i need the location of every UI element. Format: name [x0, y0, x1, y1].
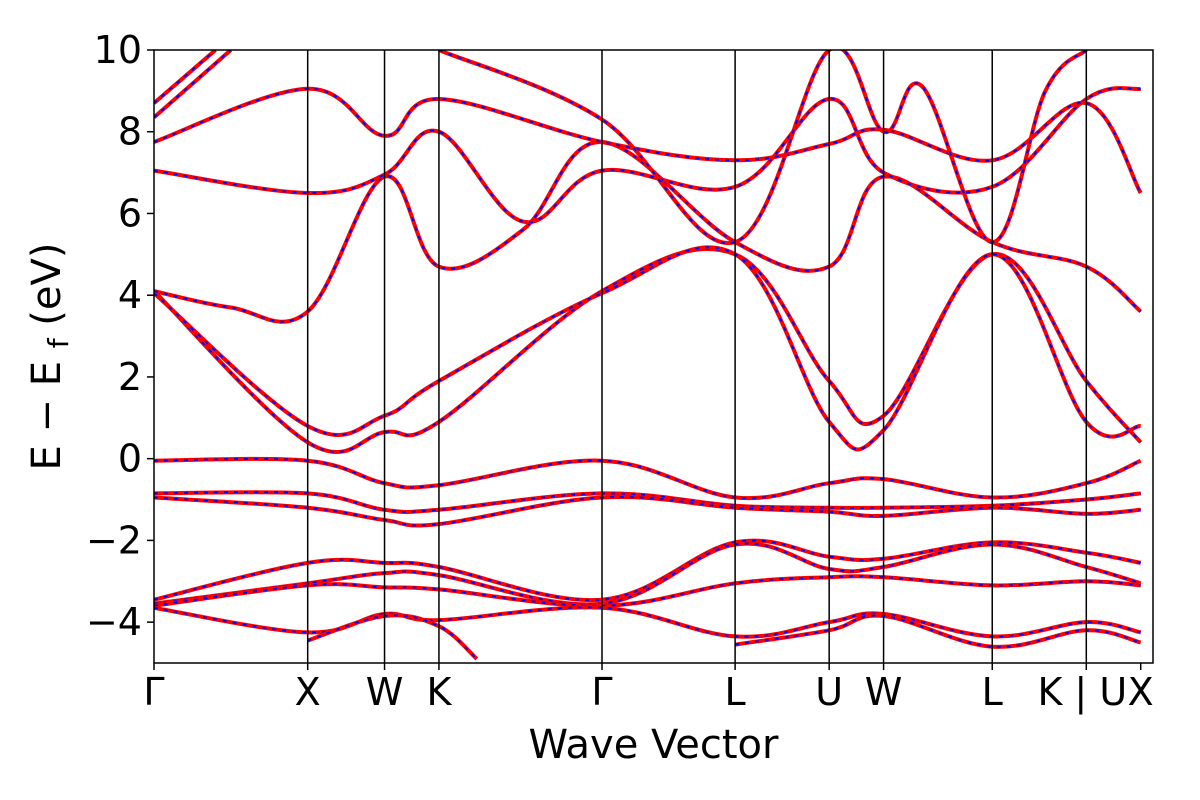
y-tick-label-7: 10 — [94, 28, 142, 72]
x-tick-label-5: L — [725, 670, 746, 714]
band-14-overlay — [154, 50, 232, 119]
x-tick-label-7: W — [865, 670, 903, 714]
y-tick-label-0: −4 — [86, 600, 142, 644]
band-0-overlay — [154, 457, 1142, 500]
x-tick-label-6: U — [815, 670, 843, 714]
band-1-overlay — [154, 491, 1141, 513]
x-tick-label-2: W — [366, 670, 404, 714]
y-axis-label-main: E − E — [24, 361, 70, 471]
y-tick-label-3: 2 — [118, 355, 142, 399]
band-7-line — [307, 613, 479, 661]
band-13-overlay — [154, 87, 1142, 194]
x-tick-label-3: K — [426, 670, 452, 714]
y-tick-label-5: 6 — [118, 191, 142, 235]
x-tick-label-1: X — [295, 670, 321, 714]
y-axis-label-sub: f — [42, 337, 75, 348]
y-axis-label: E − E f (eV) — [24, 243, 78, 471]
x-tick-label-4: Γ — [591, 670, 612, 714]
band-2-line — [154, 495, 1141, 528]
x-tick-label-0: Γ — [143, 670, 164, 714]
y-tick-label-6: 8 — [118, 110, 142, 154]
band-5-overlay — [154, 575, 1141, 607]
y-tick-label-2: 0 — [118, 437, 142, 481]
band-15-overlay — [154, 50, 217, 104]
band-10-overlay — [154, 246, 1141, 451]
kpoint-vertical-lines — [306, 50, 1088, 663]
x-tick-label-10: X — [1128, 670, 1154, 714]
plot-frame — [153, 49, 1154, 664]
y-axis-ticks: −4 −2 0 2 4 6 8 10 — [86, 28, 154, 644]
x-axis-label: Wave Vector — [529, 722, 780, 768]
band-9-overlay — [154, 247, 1142, 454]
band-16-overlay — [438, 50, 1088, 245]
x-tick-label-8: L — [982, 670, 1003, 714]
y-tick-label-4: 4 — [118, 273, 142, 317]
y-tick-label-1: −2 — [86, 518, 142, 562]
x-tick-label-9: K | U — [1037, 670, 1127, 715]
y-axis-label-unit: (eV) — [24, 243, 70, 326]
band-7-overlay — [307, 614, 478, 660]
